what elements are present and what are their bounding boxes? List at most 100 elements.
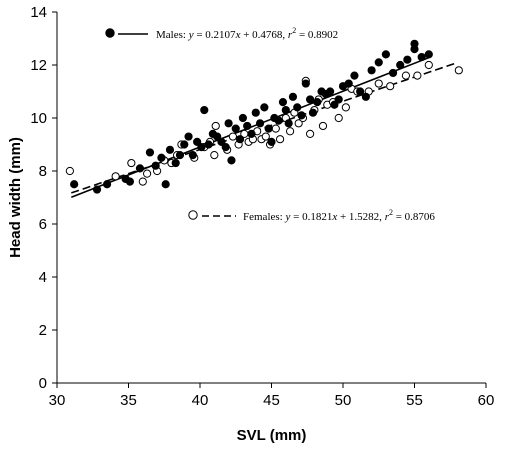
data-point-females	[228, 132, 237, 141]
data-point-females	[210, 151, 219, 160]
data-point-males	[361, 92, 370, 101]
y-tick-label: 6	[39, 216, 47, 233]
data-point-females	[334, 113, 343, 123]
data-point-males	[171, 158, 180, 168]
data-point-females	[424, 60, 433, 70]
data-point-females	[127, 158, 136, 168]
data-point-males	[301, 79, 310, 88]
data-point-females	[211, 121, 220, 131]
x-tick-label: 45	[263, 392, 280, 409]
data-point-males	[213, 132, 222, 141]
data-point-males	[306, 95, 315, 104]
data-point-males	[293, 103, 302, 112]
x-tick-label: 60	[478, 392, 495, 409]
axes: 30 35 40 45 50 55 60 0 2 4 6 8 10 12 14	[30, 4, 494, 409]
data-point-males	[227, 156, 236, 165]
data-point-males	[238, 113, 247, 123]
x-tick-label: 35	[120, 392, 137, 409]
data-point-males	[175, 151, 185, 160]
data-point-males	[284, 119, 293, 128]
data-point-males	[281, 105, 290, 115]
data-point-males	[165, 145, 175, 154]
data-point-females	[341, 103, 350, 112]
x-tick-label: 30	[49, 392, 66, 409]
data-point-males	[145, 148, 155, 157]
legend-females-marker	[188, 210, 198, 220]
data-point-males	[313, 98, 322, 107]
x-tick-label: 55	[406, 392, 423, 409]
x-ticks: 30 35 40 45 50 55 60	[49, 383, 495, 409]
data-point-males	[184, 132, 193, 141]
legend-males: Males: y = 0.2107x + 0.4768, r2 = 0.8902	[105, 26, 338, 41]
data-point-males	[274, 116, 283, 125]
data-point-males	[193, 137, 202, 146]
data-point-males	[424, 50, 433, 59]
data-point-males	[102, 180, 112, 189]
data-point-females	[65, 166, 74, 176]
regression-line-females	[71, 61, 458, 194]
data-point-females	[454, 66, 463, 75]
data-point-males	[197, 143, 206, 152]
data-point-males	[188, 151, 197, 160]
data-point-males	[180, 140, 189, 149]
data-point-males	[356, 87, 365, 96]
data-points	[65, 39, 463, 194]
data-point-males	[135, 164, 145, 173]
data-point-males	[410, 45, 419, 54]
x-axis-title: SVL (mm)	[237, 427, 307, 444]
data-point-females	[318, 121, 328, 131]
data-point-females	[261, 132, 270, 141]
data-point-females	[111, 172, 120, 181]
data-point-males	[330, 100, 339, 109]
data-point-males	[224, 119, 233, 128]
data-point-males	[334, 95, 343, 104]
data-point-females	[271, 124, 280, 133]
y-tick-label: 10	[30, 110, 47, 127]
data-point-males	[381, 50, 390, 59]
data-point-males	[403, 55, 412, 64]
data-point-males	[350, 71, 359, 80]
data-point-females	[386, 82, 395, 91]
data-point-females	[275, 135, 285, 144]
data-point-males	[278, 98, 288, 107]
legend-females-text: Females: y = 0.1821x + 1.5282, r2 = 0.87…	[243, 208, 435, 223]
y-tick-label: 14	[30, 4, 47, 21]
legend-females: Females: y = 0.1821x + 1.5282, r2 = 0.87…	[188, 208, 435, 223]
data-point-males	[217, 137, 226, 146]
data-point-males	[204, 140, 213, 149]
data-point-males	[70, 180, 79, 189]
data-point-males	[326, 87, 335, 96]
data-point-females	[138, 177, 147, 186]
data-point-males	[374, 58, 383, 67]
data-point-males	[267, 137, 276, 146]
data-point-females	[306, 129, 315, 138]
data-point-females	[285, 127, 295, 136]
data-point-males	[247, 129, 256, 138]
y-tick-label: 12	[30, 57, 47, 74]
x-tick-label: 40	[192, 392, 209, 409]
y-tick-label: 2	[39, 322, 47, 339]
data-point-males	[221, 143, 230, 152]
data-point-males	[417, 52, 426, 62]
data-point-males	[251, 108, 260, 117]
data-point-males	[288, 92, 298, 101]
data-point-males	[235, 135, 245, 144]
data-point-males	[308, 108, 318, 117]
data-point-males	[151, 161, 160, 170]
y-tick-label: 4	[39, 269, 47, 286]
data-point-females	[142, 169, 152, 178]
data-point-females	[401, 71, 411, 80]
y-tick-label: 0	[39, 375, 47, 392]
data-point-males	[231, 124, 240, 133]
data-point-males	[200, 105, 209, 115]
data-point-males	[125, 177, 135, 186]
x-tick-label: 50	[335, 392, 352, 409]
data-point-males	[92, 185, 102, 194]
data-point-males	[396, 60, 405, 70]
data-point-males	[255, 119, 265, 128]
y-ticks: 0 2 4 6 8 10 12 14	[30, 4, 57, 392]
legend-males-marker	[105, 28, 115, 38]
data-point-males	[260, 103, 269, 112]
data-point-females	[413, 71, 422, 80]
